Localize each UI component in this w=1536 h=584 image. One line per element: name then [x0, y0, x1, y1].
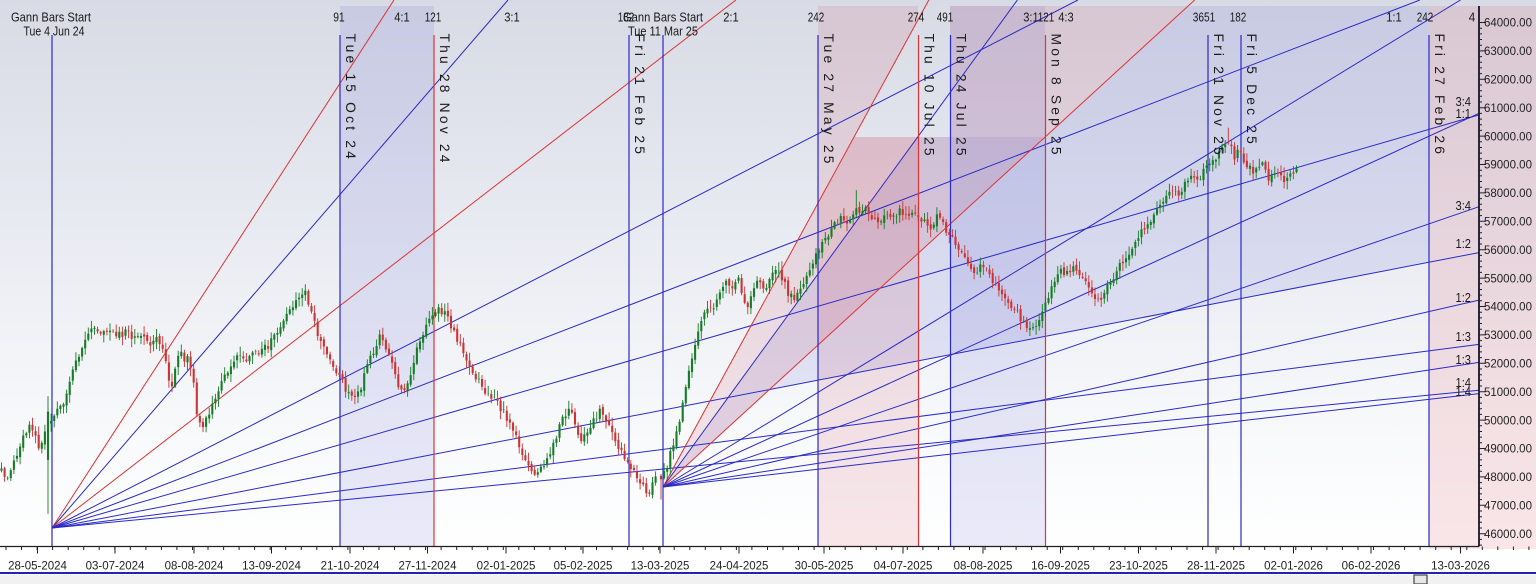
svg-text:491: 491: [937, 10, 954, 25]
svg-text:242: 242: [1417, 10, 1434, 25]
svg-text:08-08-2024: 08-08-2024: [165, 561, 224, 573]
svg-text:3:1: 3:1: [1023, 10, 1038, 25]
svg-text:242: 242: [808, 10, 825, 25]
svg-text:121: 121: [1038, 10, 1055, 25]
svg-text:182: 182: [618, 10, 635, 25]
svg-text:05-02-2025: 05-02-2025: [554, 561, 613, 573]
svg-text:04-07-2025: 04-07-2025: [874, 561, 933, 573]
svg-text:Mon 8 Sep 25: Mon 8 Sep 25: [1049, 34, 1064, 158]
svg-text:16-09-2025: 16-09-2025: [1031, 561, 1090, 573]
svg-text:1:4: 1:4: [1456, 384, 1472, 399]
svg-text:02-01-2026: 02-01-2026: [1264, 561, 1323, 573]
svg-text:1:2: 1:2: [1456, 290, 1472, 305]
svg-text:28-11-2025: 28-11-2025: [1187, 561, 1245, 573]
svg-text:4:3: 4:3: [1058, 10, 1074, 25]
svg-text:27-11-2024: 27-11-2024: [399, 561, 458, 573]
svg-text:55000.00: 55000.00: [1484, 273, 1532, 285]
svg-text:28-05-2024: 28-05-2024: [8, 561, 67, 573]
svg-text:21-10-2024: 21-10-2024: [321, 561, 380, 573]
svg-text:1:1: 1:1: [1386, 10, 1402, 25]
svg-text:121: 121: [425, 10, 442, 25]
svg-text:64000.00: 64000.00: [1484, 18, 1532, 30]
svg-text:Thu 28 Nov 24: Thu 28 Nov 24: [437, 34, 452, 166]
svg-text:61000.00: 61000.00: [1484, 103, 1532, 115]
svg-text:Thu 10 Jul 25: Thu 10 Jul 25: [922, 34, 937, 159]
svg-text:Thu 24 Jul 25: Thu 24 Jul 25: [954, 34, 969, 159]
svg-text:13-03-2025: 13-03-2025: [631, 561, 690, 573]
svg-text:57000.00: 57000.00: [1484, 217, 1532, 229]
svg-text:30-05-2025: 30-05-2025: [795, 561, 854, 573]
svg-text:4:1: 4:1: [394, 10, 410, 25]
svg-text:51000.00: 51000.00: [1484, 387, 1532, 399]
svg-text:Tue 11 Mar 25: Tue 11 Mar 25: [628, 24, 698, 39]
svg-text:Fri 5 Dec 25: Fri 5 Dec 25: [1244, 34, 1259, 148]
svg-text:08-08-2025: 08-08-2025: [954, 561, 1013, 573]
svg-text:49000.00: 49000.00: [1484, 444, 1532, 456]
svg-text:3:4: 3:4: [1456, 94, 1472, 109]
svg-text:56000.00: 56000.00: [1484, 245, 1532, 257]
svg-text:Fri 21 Feb 25: Fri 21 Feb 25: [632, 34, 647, 158]
svg-text:3651: 3651: [1193, 10, 1216, 25]
svg-text:Tue 4 Jun 24: Tue 4 Jun 24: [24, 24, 85, 39]
svg-text:1:3: 1:3: [1456, 352, 1472, 367]
svg-text:13-03-2026: 13-03-2026: [1431, 561, 1490, 573]
svg-text:Fri 27 Feb 26: Fri 27 Feb 26: [1432, 34, 1447, 158]
svg-text:1:3: 1:3: [1456, 329, 1472, 344]
svg-text:Gann Bars Start: Gann Bars Start: [11, 10, 91, 25]
svg-text:48000.00: 48000.00: [1484, 472, 1532, 484]
svg-text:182: 182: [1230, 10, 1247, 25]
svg-text:1:2: 1:2: [1456, 236, 1472, 251]
svg-text:1:1: 1:1: [1456, 106, 1472, 121]
svg-text:Gann Bars Start: Gann Bars Start: [623, 10, 703, 25]
svg-text:63000.00: 63000.00: [1484, 46, 1532, 58]
svg-text:53000.00: 53000.00: [1484, 330, 1532, 342]
svg-text:3:4: 3:4: [1456, 198, 1472, 213]
svg-text:47000.00: 47000.00: [1484, 501, 1532, 513]
svg-text:1:4: 1:4: [1456, 375, 1472, 390]
svg-text:Fri 21 Nov 25: Fri 21 Nov 25: [1211, 34, 1226, 158]
svg-text:23-10-2025: 23-10-2025: [1109, 561, 1168, 573]
svg-text:60000.00: 60000.00: [1484, 131, 1532, 143]
svg-text:59000.00: 59000.00: [1484, 160, 1532, 172]
svg-text:02-01-2025: 02-01-2025: [477, 561, 536, 573]
svg-text:03-07-2024: 03-07-2024: [86, 561, 145, 573]
svg-text:274: 274: [908, 10, 925, 25]
svg-text:46000.00: 46000.00: [1484, 529, 1532, 541]
svg-text:2:1: 2:1: [723, 10, 739, 25]
svg-text:58000.00: 58000.00: [1484, 188, 1532, 200]
svg-text:54000.00: 54000.00: [1484, 302, 1532, 314]
svg-text:4: 4: [1469, 10, 1476, 25]
svg-text:06-02-2026: 06-02-2026: [1342, 561, 1401, 573]
svg-text:62000.00: 62000.00: [1484, 75, 1532, 87]
svg-text:50000.00: 50000.00: [1484, 415, 1532, 427]
svg-text:3:1: 3:1: [504, 10, 520, 25]
svg-text:Tue 27 May 25: Tue 27 May 25: [821, 34, 836, 167]
svg-text:13-09-2024: 13-09-2024: [242, 561, 301, 573]
svg-text:24-04-2025: 24-04-2025: [710, 561, 769, 573]
svg-text:52000.00: 52000.00: [1484, 359, 1532, 371]
svg-text:Tue 15 Oct 24: Tue 15 Oct 24: [343, 34, 358, 163]
svg-text:91: 91: [333, 10, 345, 25]
